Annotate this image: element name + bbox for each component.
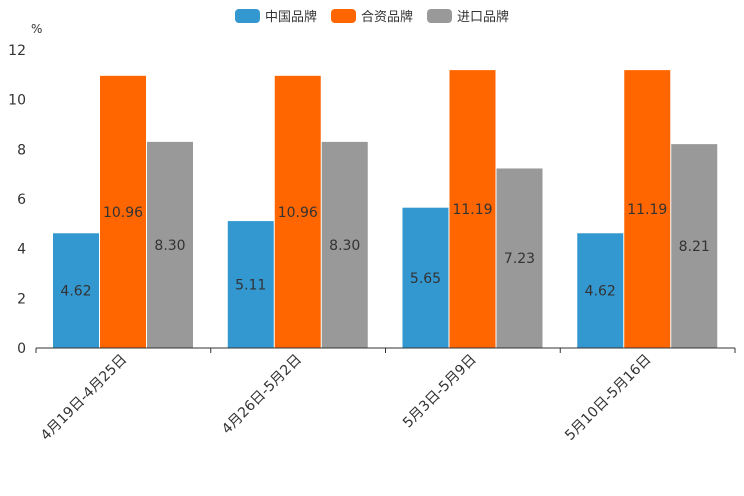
bar-1-3 [624, 70, 671, 349]
legend-swatch-joint [330, 8, 356, 23]
legend-item-joint[interactable]: 合资品牌 [330, 6, 413, 25]
x-category-label-1: 4月26日-5月2日 [219, 352, 305, 438]
bar-value-label-2-2: 7.23 [504, 251, 535, 267]
y-tick-label-0: 0 [17, 341, 26, 357]
bar-0-2 [402, 207, 449, 348]
legend-item-china[interactable]: 中国品牌 [234, 6, 317, 25]
legend-label-china: 中国品牌 [264, 10, 317, 25]
bar-0-0 [53, 233, 99, 348]
bar-2-1 [321, 141, 368, 348]
bar-value-label-2-3: 8.21 [679, 239, 710, 255]
bar-value-label-2-0: 8.30 [154, 238, 185, 254]
y-tick-label-2: 4 [17, 242, 26, 258]
legend-swatch-china [234, 8, 260, 23]
bar-value-label-0-3: 4.62 [585, 284, 616, 300]
x-category-label-2: 5月3日-5月9日 [400, 352, 480, 432]
y-tick-label-6: 12 [8, 43, 26, 59]
bar-2-0 [147, 141, 193, 348]
y-tick-label-4: 8 [17, 142, 26, 158]
bar-value-label-2-1: 8.30 [329, 238, 360, 254]
bar-1-1 [274, 75, 321, 349]
legend-swatch-import [427, 8, 452, 23]
legend-item-import[interactable]: 进口品牌 [427, 6, 509, 25]
bar-value-label-1-0: 10.96 [103, 205, 143, 221]
bar-value-label-0-1: 5.11 [235, 278, 266, 294]
x-category-label-3: 5月10日-5月16日 [562, 352, 654, 444]
legend-label-import: 进口品牌 [457, 10, 510, 25]
bar-2-3 [671, 144, 718, 348]
legend-label-joint: 合资品牌 [360, 10, 413, 25]
y-tick-label-1: 2 [17, 291, 26, 307]
bar-value-label-0-2: 5.65 [410, 271, 441, 287]
bar-value-label-0-0: 4.62 [60, 284, 91, 300]
bar-0-3 [577, 233, 624, 348]
bar-2-2 [496, 168, 543, 348]
chart-legend: 中国品牌 合资品牌 进口品牌 [0, 6, 744, 25]
bar-value-label-1-2: 11.19 [452, 202, 492, 218]
bar-value-label-1-1: 10.96 [278, 205, 318, 221]
bar-1-0 [100, 75, 146, 349]
y-tick-label-5: 10 [8, 93, 26, 109]
y-tick-label-3: 6 [17, 192, 26, 208]
bar-value-label-1-3: 11.19 [627, 202, 667, 218]
bar-1-2 [449, 70, 496, 349]
y-axis-unit-label: % [31, 22, 42, 36]
bar-0-1 [227, 221, 274, 348]
x-category-label-0: 4月19日-4月25日 [38, 352, 130, 444]
